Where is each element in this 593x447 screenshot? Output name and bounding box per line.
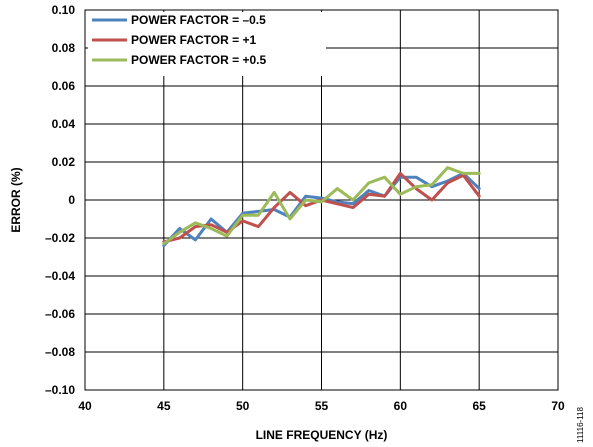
y-tick-label: –0.06 (45, 307, 75, 321)
y-axis-tick-labels: 0.10 0.08 0.06 0.04 0.02 0 –0.02 –0.04 –0.06 –0.0… (45, 3, 75, 397)
y-tick-label: 0.06 (52, 79, 76, 93)
y-tick-label: 0.08 (52, 41, 76, 55)
x-tick-label: 70 (551, 399, 565, 413)
series-line (162, 166, 481, 246)
series-lines (162, 166, 481, 248)
y-axis-title: ERROR (%) (9, 167, 23, 232)
series-line (162, 171, 481, 248)
y-tick-label: –0.02 (45, 231, 75, 245)
x-tick-label: 60 (394, 399, 408, 413)
plot-area-frame (84, 9, 559, 391)
legend-background (88, 12, 326, 76)
legend-entry: POWER FACTOR = –0.5 (131, 13, 266, 27)
y-tick-label: 0.10 (52, 3, 76, 17)
x-tick-label: 65 (472, 399, 486, 413)
y-tick-label: 0.04 (52, 117, 76, 131)
x-tick-label: 45 (157, 399, 171, 413)
y-tick-label: –0.10 (45, 383, 75, 397)
x-axis-title: LINE FREQUENCY (Hz) (256, 428, 388, 442)
y-tick-label: 0 (68, 193, 75, 207)
legend: POWER FACTOR = –0.5 POWER FACTOR = +1 POWE… (88, 12, 326, 76)
legend-entry: POWER FACTOR = +1 (131, 33, 256, 47)
y-tick-label: –0.04 (45, 269, 75, 283)
y-tick-label: 0.02 (52, 155, 76, 169)
x-tick-label: 55 (315, 399, 329, 413)
x-tick-label: 50 (236, 399, 250, 413)
x-axis-tick-labels: 40 45 50 55 60 65 70 (78, 399, 565, 413)
y-tick-label: –0.08 (45, 345, 75, 359)
x-tick-label: 40 (78, 399, 92, 413)
figure-code: 11116-118 (576, 407, 585, 443)
legend-entry: POWER FACTOR = +0.5 (131, 53, 266, 67)
